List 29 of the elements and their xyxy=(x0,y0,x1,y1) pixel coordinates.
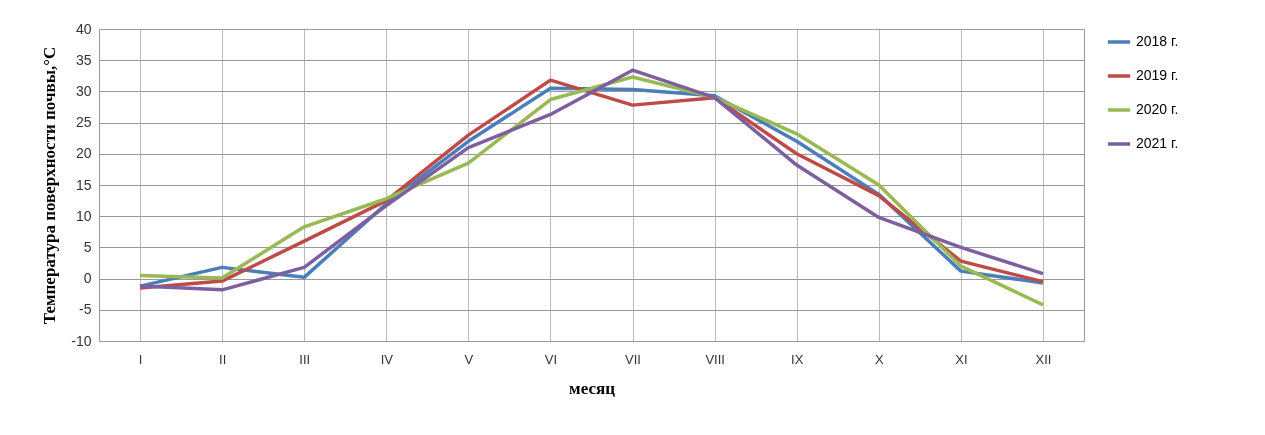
y-tick-label: 5 xyxy=(83,238,92,255)
y-tick-label: 40 xyxy=(75,20,92,37)
x-tick-label: VIII xyxy=(705,351,725,367)
legend-label: 2020 г. xyxy=(1136,101,1179,117)
legend-label: 2021 г. xyxy=(1136,135,1179,151)
x-tick-label: VI xyxy=(544,351,558,367)
x-tick-label: IV xyxy=(380,351,394,367)
y-tick-label: -10 xyxy=(71,332,92,349)
x-tick-label: II xyxy=(219,351,227,367)
legend-label: 2019 г. xyxy=(1136,67,1179,83)
x-tick-label: XII xyxy=(1035,351,1052,367)
y-tick-label: 25 xyxy=(75,114,92,131)
y-tick-label: 20 xyxy=(75,145,92,162)
x-tick-label: IX xyxy=(791,351,804,367)
y-tick-label: 15 xyxy=(75,176,92,193)
x-tick-label: I xyxy=(138,351,143,367)
legend-label: 2018 г. xyxy=(1136,33,1179,49)
y-tick-label: 10 xyxy=(75,207,92,224)
y-tick-label: -5 xyxy=(79,301,92,318)
x-tick-label: VII xyxy=(625,351,641,367)
x-axis-title: месяц xyxy=(569,378,616,398)
x-tick-label: V xyxy=(464,351,474,367)
x-tick-label: III xyxy=(299,351,311,367)
x-tick-label: XI xyxy=(955,351,968,367)
y-tick-label: 30 xyxy=(75,82,92,99)
x-tick-label: X xyxy=(874,351,884,367)
y-tick-label: 0 xyxy=(83,270,92,287)
y-tick-label: 35 xyxy=(75,51,92,68)
y-axis-title: Температура поверхности почвы,°С xyxy=(40,46,60,325)
